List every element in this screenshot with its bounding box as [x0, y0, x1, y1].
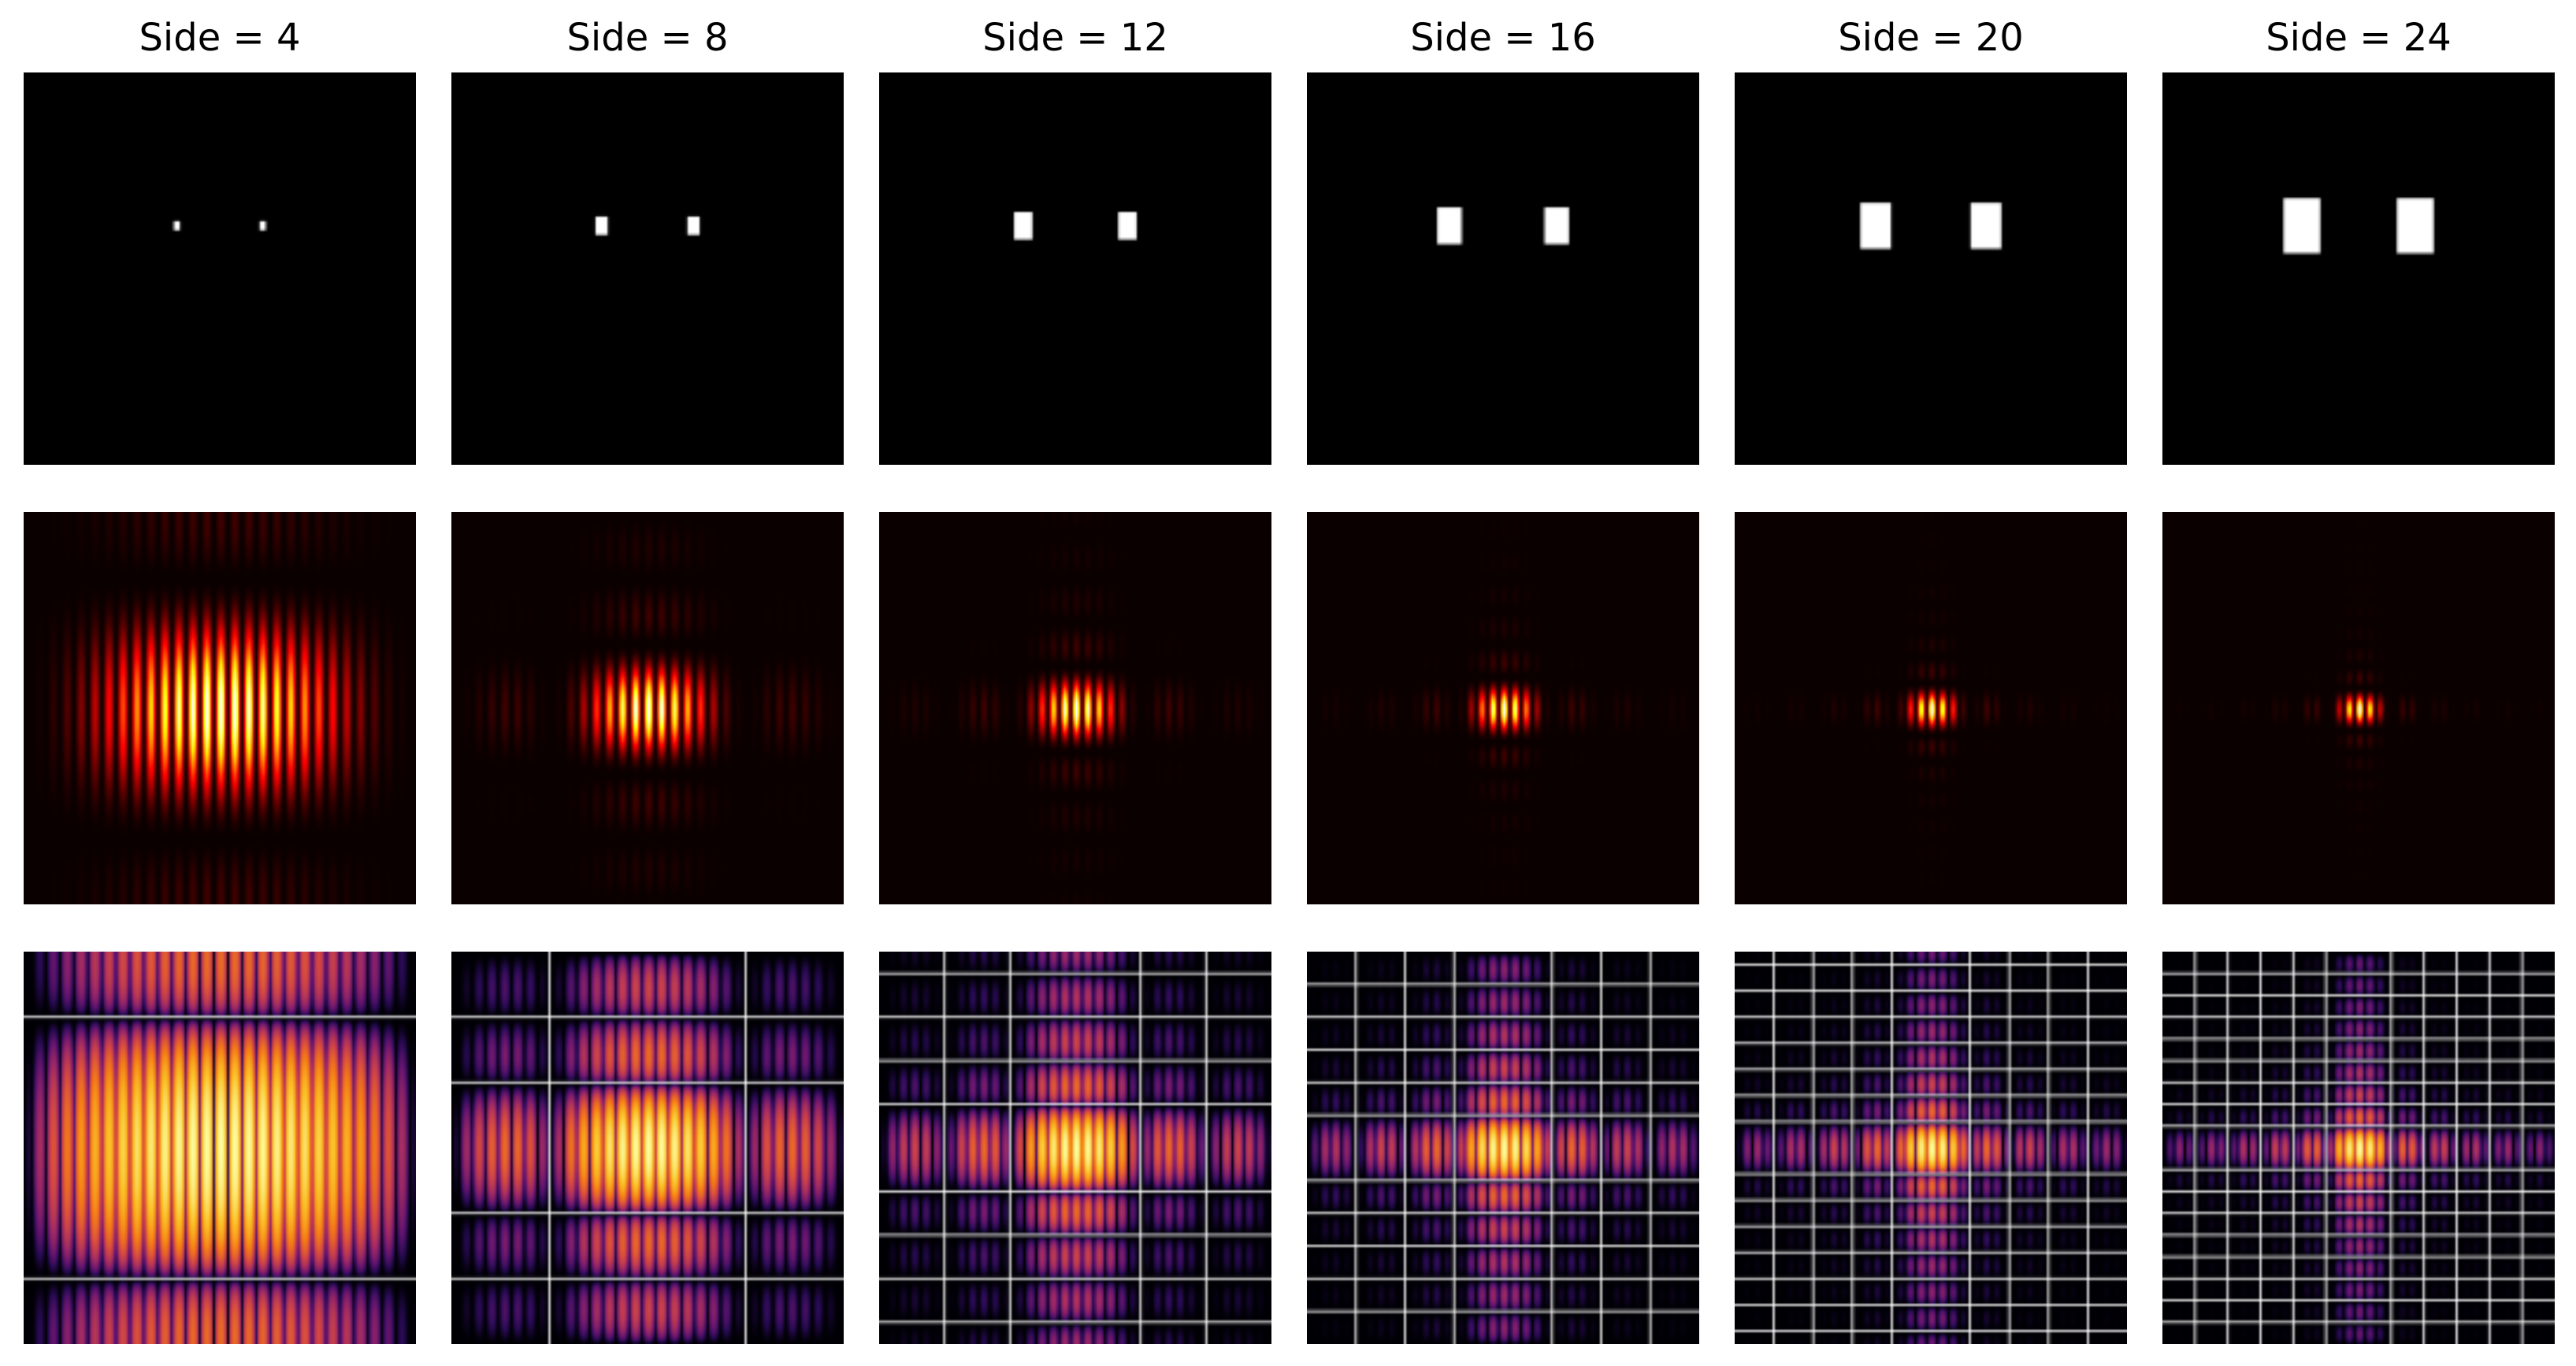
panel-title: Side = 24: [2266, 16, 2452, 60]
aperture-panel: [1735, 72, 2127, 465]
panel-title: Side = 4: [139, 16, 301, 60]
heatmap-image: [2162, 512, 2555, 904]
panel-title: Side = 12: [982, 16, 1168, 60]
heatmap-image: [451, 72, 844, 465]
heatmap-image: [2162, 72, 2555, 465]
log-intensity-panel: [451, 952, 844, 1344]
heatmap-image: [1307, 512, 1699, 904]
log-intensity-panel: [1307, 952, 1699, 1344]
intensity-panel: [879, 512, 1271, 904]
heatmap-image: [1735, 952, 2127, 1344]
heatmap-image: [1307, 952, 1699, 1344]
intensity-panel: [451, 512, 844, 904]
heatmap-image: [24, 72, 416, 465]
log-intensity-panel: [24, 952, 416, 1344]
intensity-panel: [24, 512, 416, 904]
heatmap-image: [879, 952, 1271, 1344]
panel-title: Side = 20: [1838, 16, 2024, 60]
panel-title: Side = 16: [1410, 16, 1596, 60]
panel-title: Side = 8: [566, 16, 729, 60]
heatmap-image: [879, 512, 1271, 904]
heatmap-image: [24, 952, 416, 1344]
heatmap-image: [1735, 512, 2127, 904]
heatmap-image: [451, 952, 844, 1344]
aperture-panel: [24, 72, 416, 465]
log-intensity-panel: [2162, 952, 2555, 1344]
log-intensity-panel: [1735, 952, 2127, 1344]
heatmap-image: [2162, 952, 2555, 1344]
aperture-panel: [879, 72, 1271, 465]
heatmap-image: [24, 512, 416, 904]
aperture-panel: [2162, 72, 2555, 465]
aperture-panel: [451, 72, 844, 465]
intensity-panel: [2162, 512, 2555, 904]
heatmap-image: [451, 512, 844, 904]
intensity-panel: [1307, 512, 1699, 904]
heatmap-image: [1307, 72, 1699, 465]
aperture-panel: [1307, 72, 1699, 465]
intensity-panel: [1735, 512, 2127, 904]
heatmap-image: [1735, 72, 2127, 465]
log-intensity-panel: [879, 952, 1271, 1344]
heatmap-image: [879, 72, 1271, 465]
